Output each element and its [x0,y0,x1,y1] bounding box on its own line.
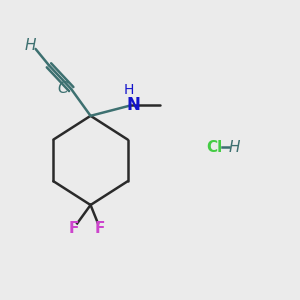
Text: H: H [229,140,241,154]
Text: C: C [58,81,68,96]
Text: H: H [124,82,134,97]
Text: F: F [94,221,105,236]
Text: Cl: Cl [206,140,222,154]
Text: N: N [126,96,140,114]
Text: F: F [69,221,80,236]
Text: H: H [25,38,36,53]
